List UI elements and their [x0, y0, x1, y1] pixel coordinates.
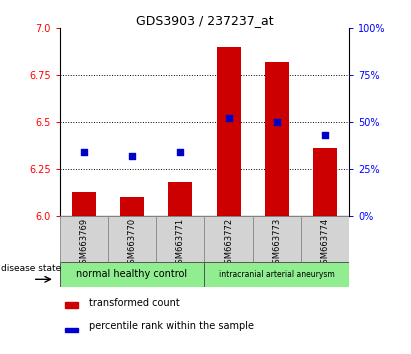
Bar	[313, 148, 337, 216]
Bar	[156, 216, 204, 262]
Bar	[204, 262, 349, 287]
Text: GSM663772: GSM663772	[224, 218, 233, 269]
Bar	[204, 216, 253, 262]
Bar	[253, 216, 301, 262]
Bar	[65, 302, 78, 308]
Bar	[120, 197, 144, 216]
Bar	[265, 62, 289, 216]
Text: GSM663774: GSM663774	[321, 218, 330, 269]
Bar	[217, 47, 241, 216]
Text: GSM663773: GSM663773	[272, 218, 282, 269]
Text: disease state: disease state	[1, 264, 61, 273]
Text: percentile rank within the sample: percentile rank within the sample	[89, 321, 254, 331]
Bar	[60, 216, 108, 262]
Text: GSM663770: GSM663770	[127, 218, 136, 269]
Bar	[60, 262, 205, 287]
Title: GDS3903 / 237237_at: GDS3903 / 237237_at	[136, 14, 273, 27]
Text: normal healthy control: normal healthy control	[76, 269, 187, 279]
Bar	[301, 216, 349, 262]
Bar	[108, 216, 156, 262]
Point	[81, 149, 87, 155]
Text: intracranial arterial aneurysm: intracranial arterial aneurysm	[219, 270, 335, 279]
Text: GSM663769: GSM663769	[79, 218, 88, 269]
Bar	[72, 192, 96, 216]
Text: transformed count: transformed count	[89, 298, 179, 308]
Point	[177, 149, 184, 155]
Bar	[168, 182, 192, 216]
Text: GSM663771: GSM663771	[176, 218, 185, 269]
Point	[322, 132, 328, 138]
Point	[225, 115, 232, 121]
Point	[129, 153, 135, 159]
Bar	[65, 328, 78, 332]
Point	[274, 119, 280, 125]
